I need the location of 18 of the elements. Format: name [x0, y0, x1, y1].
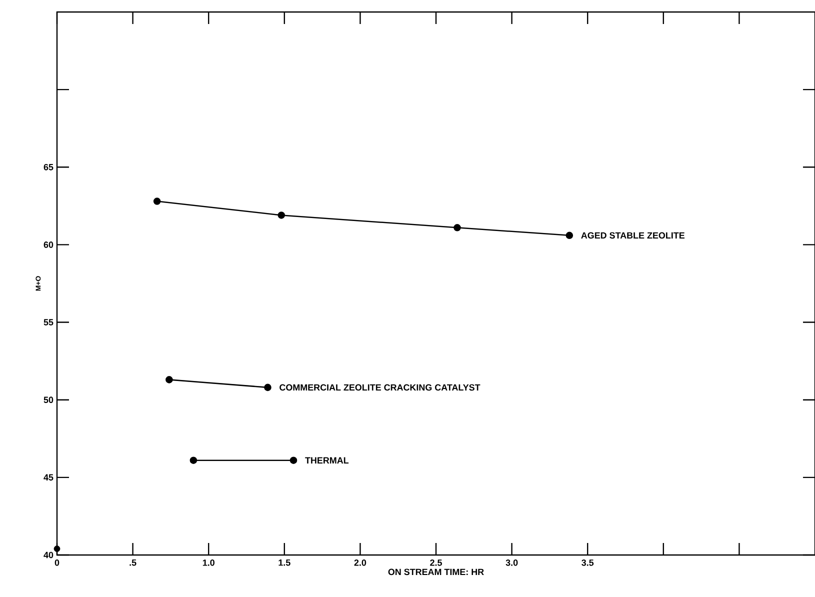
x-tick-label: 3.0: [506, 560, 518, 566]
series-label: AGED STABLE ZEOLITE: [581, 232, 684, 239]
x-tick-label: 0: [54, 560, 60, 566]
x-tick-label: 2.0: [354, 560, 366, 566]
y-tick-label: 60: [44, 242, 54, 248]
x-tick-label: .5: [130, 560, 136, 566]
y-tick-label: 65: [44, 164, 54, 170]
x-tick-label: 1.5: [278, 560, 290, 566]
y-tick-label: 50: [44, 396, 54, 404]
series-label: THERMAL: [305, 457, 349, 464]
y-tick-label: 40: [44, 552, 54, 558]
x-axis-title: ON STREAM TIME: HR: [388, 568, 484, 576]
x-tick-label: 2.5: [430, 560, 442, 566]
series-label: COMMERCIAL ZEOLITE CRACKING CATALYST: [280, 384, 480, 391]
y-tick-label: 55: [44, 319, 54, 326]
x-tick-label: 3.5: [582, 560, 594, 566]
x-tick-label: 1.0: [202, 560, 214, 566]
y-tick-label: 45: [44, 474, 54, 481]
